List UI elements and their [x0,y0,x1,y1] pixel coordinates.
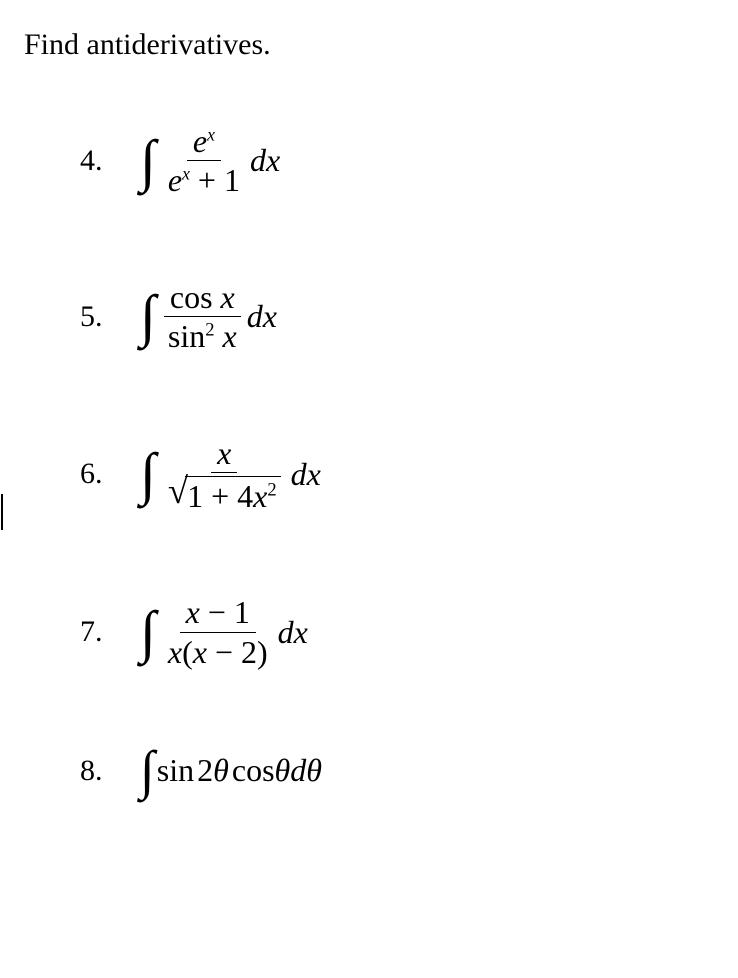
differential: dx [250,142,280,179]
variable-theta: θ [275,752,291,789]
diff-theta: θ [306,752,322,789]
differential: dx [278,614,308,651]
variable-x: x [168,634,182,670]
page-title: Find antiderivatives. [24,28,714,62]
variable-x: x [193,634,207,670]
fraction: x − 1 x(x − 2) [162,593,274,671]
variable-x: x [186,594,200,630]
problem-8: 8. ∫ sin2θcosθdθ [80,749,714,792]
integral-sign: ∫ [140,749,155,792]
variable-theta: θ [213,752,229,789]
differential: dx [291,456,321,493]
integral-expression: ∫ sin2θcosθdθ [140,749,322,792]
denominator: ex + 1 [162,161,246,199]
integral-sign: ∫ [140,293,156,339]
integral-sign: ∫ [140,451,156,497]
sin-fn: sin [168,318,205,354]
sin-fn: sin [157,752,194,789]
numerator: ex [187,122,221,161]
minus-one: − 1 [200,594,250,630]
integral-expression: ∫ x √ 1 + 4x2 dx [140,434,321,516]
variable-x: x [215,318,237,354]
cos-fn: cos [232,752,275,789]
variable-x: x [217,435,231,471]
integral-sign: ∫ [140,609,156,655]
radicand: 1 + 4x2 [185,476,281,515]
numerator: x [211,434,237,473]
exponent-x: x [182,164,190,184]
integral-expression: ∫ cos x sin2 x dx [140,278,277,356]
integral-expression: ∫ ex ex + 1 dx [140,122,280,200]
fraction: ex ex + 1 [162,122,246,200]
integral-expression: ∫ x − 1 x(x − 2) dx [140,593,308,671]
exponent-x: x [207,124,215,144]
coeff-2: 2 [197,752,213,789]
problem-4: 4. ∫ ex ex + 1 dx [80,122,714,200]
text-cursor [1,494,3,530]
problem-number: 4. [80,144,140,178]
denominator: x(x − 2) [162,633,274,671]
fraction: cos x sin2 x [162,278,243,356]
variable-x: x [213,279,235,315]
one-plus-four: 1 + 4 [187,478,253,514]
numerator: cos x [164,278,241,317]
exponent-2: 2 [205,320,214,341]
cos-fn: cos [170,279,213,315]
denominator: √ 1 + 4x2 [162,473,287,515]
problem-number: 7. [80,615,140,649]
problem-6: 6. ∫ x √ 1 + 4x2 dx [80,434,714,516]
problem-number: 5. [80,300,140,334]
differential: dx [247,298,277,335]
diff-d: d [290,752,306,789]
denominator: sin2 x [162,317,243,355]
minus-two-close: − 2) [207,634,268,670]
problem-number: 6. [80,457,140,491]
problem-5: 5. ∫ cos x sin2 x dx [80,278,714,356]
base-e: e [168,162,182,198]
plus-one: + 1 [190,162,240,198]
numerator: x − 1 [180,593,256,632]
problem-list: 4. ∫ ex ex + 1 dx 5. ∫ cos x [24,122,714,792]
integral-sign: ∫ [140,138,156,184]
variable-x: x [253,478,267,514]
open-paren: ( [182,634,193,670]
square-root: √ 1 + 4x2 [168,473,281,515]
problem-number: 8. [80,754,140,788]
problem-7: 7. ∫ x − 1 x(x − 2) dx [80,593,714,671]
base-e: e [193,123,207,159]
exponent-2: 2 [267,479,276,500]
fraction: x √ 1 + 4x2 [162,434,287,516]
